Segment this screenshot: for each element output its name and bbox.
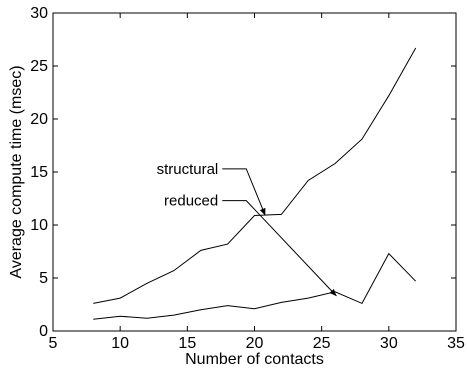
y-tick-label: 20: [30, 111, 48, 128]
series-label-leader-reduced: [222, 200, 337, 297]
y-tick-label: 10: [30, 217, 48, 234]
y-tick-label: 0: [39, 323, 48, 340]
x-tick-label: 15: [178, 335, 196, 352]
y-tick-label: 5: [39, 270, 48, 287]
y-tick-label: 15: [30, 164, 48, 181]
plot-frame: [52, 12, 457, 332]
series-group: [93, 47, 417, 320]
series-label-structural: structural: [157, 161, 219, 178]
x-tick-label: 5: [49, 335, 58, 352]
x-tick-label: 25: [313, 335, 331, 352]
x-tick-label: 30: [380, 335, 398, 352]
y-tick-label: 25: [30, 58, 48, 75]
series-label-arrowhead-reduced: [329, 288, 337, 297]
annotations-group: structural reduced: [157, 161, 337, 297]
x-axis-label: Number of contacts: [185, 351, 324, 368]
series-label-arrowhead-structural: [259, 207, 266, 216]
y-axis-label: Average compute time (msec): [8, 65, 25, 278]
series-label-reduced: reduced: [164, 193, 218, 210]
series-label-leader-structural: [222, 168, 266, 216]
x-tick-label: 35: [447, 335, 465, 352]
series-line-reduced: [93, 252, 417, 320]
x-tick-label: 10: [111, 335, 129, 352]
y-tick-label: 30: [30, 5, 48, 22]
x-tick-label: 20: [246, 335, 264, 352]
series-line-structural: [93, 47, 417, 304]
